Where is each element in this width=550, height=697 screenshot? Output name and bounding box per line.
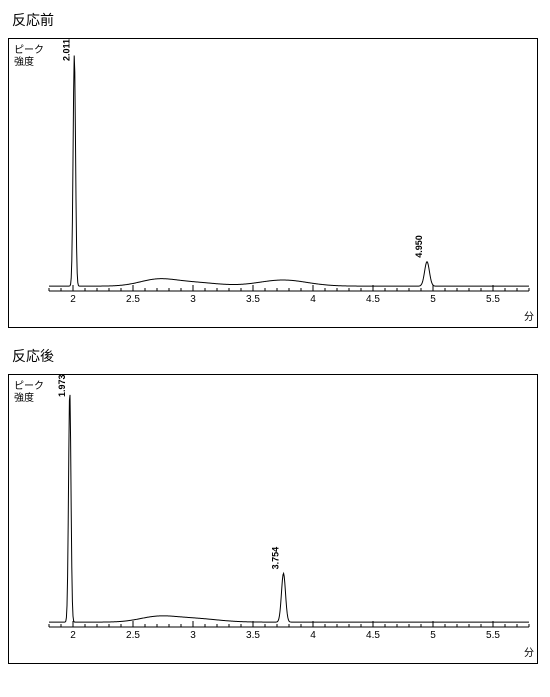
chart-frame: ピーク 強度 2 2.5 3 3.5 4 4.5 5 5.5 2.011 4.950 分: [8, 38, 538, 328]
chromatogram-plot-before: 22.533.544.555.52.0114.950: [49, 47, 529, 305]
peak-label: 2.011: [61, 39, 71, 61]
x-tick-label: 3: [190, 630, 196, 641]
x-tick-label: 5: [430, 294, 436, 305]
y-axis-label-line2: 強度: [14, 57, 44, 69]
y-axis-label-line2: 強度: [14, 393, 44, 405]
x-axis-unit: 分: [524, 644, 534, 659]
y-axis-label: ピーク 強度: [14, 381, 44, 405]
y-axis-label: ピーク 強度: [14, 45, 44, 69]
x-tick-label: 2: [70, 294, 76, 305]
x-tick-label: 4: [310, 294, 316, 305]
y-axis-label-line1: ピーク: [14, 45, 44, 57]
plot-area: 22.533.544.555.52.0114.950: [49, 47, 529, 305]
x-axis-unit: 分: [524, 308, 534, 323]
y-axis-label-line1: ピーク: [14, 381, 44, 393]
chromatogram-plot-after: 22.533.544.555.51.9733.754: [49, 383, 529, 641]
chromatogram-line: [49, 395, 529, 622]
x-tick-label: 4: [310, 630, 316, 641]
x-tick-label: 2.5: [126, 630, 140, 641]
peak-label: 1.973: [57, 374, 67, 397]
chart-title: 反応後: [12, 346, 542, 366]
chart-frame: ピーク 強度 2 2.5 3 3.5 4 4.5 5 5.5 1.973 3.754 分: [8, 374, 538, 664]
x-tick-label: 5: [430, 630, 436, 641]
peak-label: 4.950: [414, 235, 424, 258]
x-tick-label: 3.5: [246, 294, 260, 305]
x-tick-label: 2.5: [126, 294, 140, 305]
x-tick-label: 3: [190, 294, 196, 305]
x-tick-label: 3.5: [246, 630, 260, 641]
x-tick-label: 4.5: [366, 294, 380, 305]
chart-before: 反応前 ピーク 強度 2 2.5 3 3.5 4 4.5 5 5.5 2.011 4.950 分: [8, 10, 542, 328]
plot-area: 22.533.544.555.51.9733.754: [49, 383, 529, 641]
chart-title: 反応前: [12, 10, 542, 30]
x-tick-label: 2: [70, 630, 76, 641]
x-tick-label: 5.5: [486, 630, 500, 641]
chart-after: 反応後 ピーク 強度 2 2.5 3 3.5 4 4.5 5 5.5 1.973 3.754 分: [8, 346, 542, 664]
peak-label: 3.754: [270, 547, 280, 570]
x-tick-label: 4.5: [366, 630, 380, 641]
x-tick-label: 5.5: [486, 294, 500, 305]
chromatogram-line: [49, 55, 529, 286]
